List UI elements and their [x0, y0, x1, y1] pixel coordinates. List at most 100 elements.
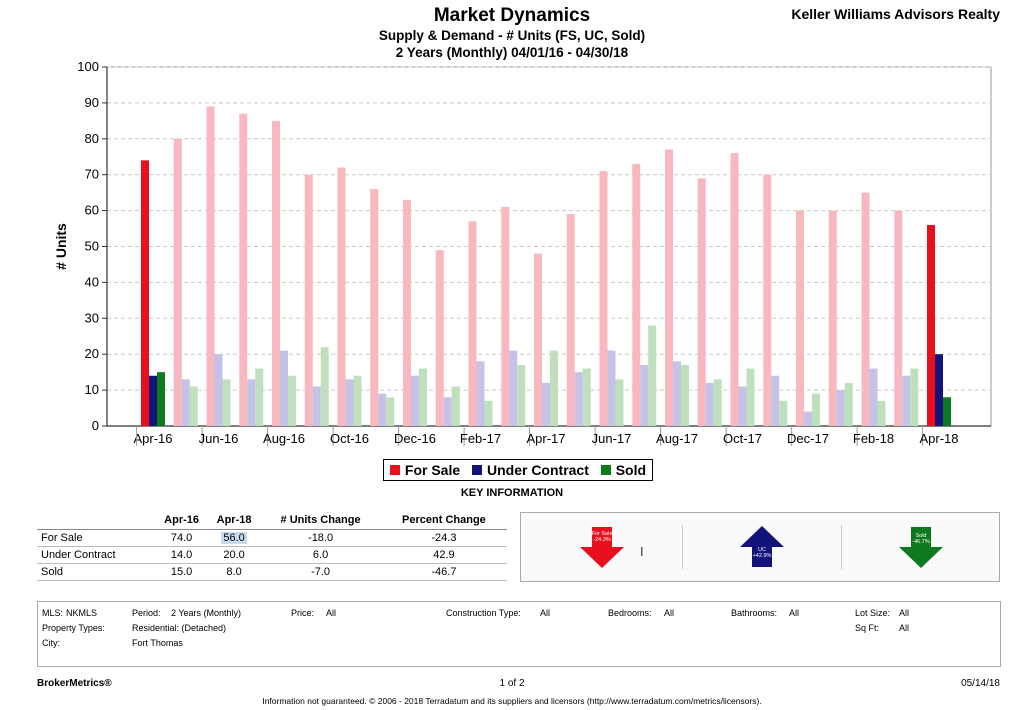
bar-for-sale: [206, 106, 215, 427]
filter-bathrooms-value: All: [789, 608, 800, 618]
filter-sqft-label: Sq Ft:: [855, 623, 880, 633]
filter-bedrooms-label: Bedrooms:: [608, 608, 652, 618]
y-tick-label: 20: [85, 346, 99, 361]
x-tick-label: Feb-17: [460, 431, 501, 446]
bar-for-sale: [468, 221, 477, 426]
filter-mls-label: MLS:: [42, 608, 64, 618]
table-row: For Sale 74.0 56.0 -18.0 -24.3: [37, 529, 507, 547]
bar-sold: [877, 400, 886, 426]
row-label: For Sale: [37, 529, 156, 547]
table-row: Sold 15.0 8.0 -7.0 -46.7: [37, 563, 507, 581]
arrow-cell-under-contract: UC +42.9%: [682, 525, 841, 569]
row-percent-change: -24.3: [380, 529, 507, 547]
y-tick-label: 0: [92, 418, 99, 433]
row-units-change: -18.0: [260, 529, 381, 547]
filter-proptype-label: Property Types:: [42, 623, 105, 633]
bar-sold: [484, 400, 493, 426]
arrow-uc-shape: [740, 526, 784, 567]
bar-for-sale: [566, 214, 575, 426]
bar-under-contract: [804, 411, 812, 426]
bar-under-contract: [771, 375, 780, 426]
bar-for-sale: [403, 199, 411, 426]
bar-for-sale: [272, 120, 280, 426]
bar-sold: [681, 364, 689, 426]
row-label: Sold: [37, 563, 156, 581]
arrow-uc-name: UC: [758, 547, 766, 553]
bar-sold: [222, 379, 231, 426]
down-arrow-icon: [580, 527, 624, 568]
bar-under-contract: [542, 382, 550, 426]
arrow-for-sale-label: For Sale -24.3%: [587, 531, 617, 543]
filter-sqft-value: All: [899, 623, 910, 633]
bar-for-sale: [796, 210, 804, 426]
arrow-for-sale-name: For Sale: [591, 531, 613, 537]
filter-period-value: 2 Years (Monthly): [171, 608, 242, 618]
y-tick-label: 50: [85, 239, 99, 254]
x-tick-label: Aug-17: [656, 431, 698, 446]
bar-sold: [550, 350, 558, 426]
chart-subtitle: Supply & Demand - # Units (FS, UC, Sold): [378, 28, 646, 43]
filter-mls-value: NKMLS: [66, 608, 98, 618]
bar-for-sale: [501, 207, 510, 426]
key-table-header-percent-change: Percent Change: [380, 512, 507, 530]
bar-sold: [320, 347, 329, 426]
legend-label-for-sale: For Sale: [404, 462, 461, 478]
filter-period-label: Period:: [132, 608, 161, 618]
filter-lotsize-label: Lot Size:: [855, 608, 891, 618]
row-start-value: 74.0: [155, 529, 208, 547]
bar-sold: [255, 368, 264, 426]
chart-title: Market Dynamics: [433, 5, 591, 26]
arrow-sold-name: Sold: [915, 533, 927, 539]
bar-for-sale: [370, 189, 379, 426]
legend-label-under-contract: Under Contract: [486, 462, 589, 478]
row-units-change: 6.0: [260, 546, 381, 564]
bar-for-sale: [828, 210, 837, 426]
bar-under-contract: [574, 372, 583, 426]
bar-for-sale: [927, 224, 935, 426]
bar-sold: [582, 368, 591, 426]
bar-sold: [615, 379, 624, 426]
key-information-caption: KEY INFORMATION: [460, 487, 564, 499]
bar-under-contract: [181, 379, 190, 426]
footer-date: 05/14/18: [961, 678, 1000, 689]
bar-sold: [648, 325, 657, 426]
bar-under-contract: [247, 379, 256, 426]
key-information-table: Apr-16 Apr-18 # Units Change Percent Cha…: [37, 512, 507, 581]
filter-lotsize-value: All: [899, 608, 910, 618]
bar-sold: [844, 382, 853, 426]
filter-city-value: Fort Thomas: [132, 638, 183, 648]
legend-item-sold: Sold: [600, 462, 646, 478]
filter-construction-label: Construction Type:: [446, 608, 521, 618]
filter-bathrooms-label: Bathrooms:: [731, 608, 778, 618]
y-tick-label: 10: [85, 382, 99, 397]
bar-under-contract: [149, 375, 157, 426]
legend-item-for-sale: For Sale: [389, 462, 461, 478]
row-start-value: 15.0: [155, 563, 208, 581]
arrow-cell-for-sale: For Sale -24.3%: [523, 525, 681, 569]
bar-for-sale: [173, 138, 182, 427]
bar-under-contract: [476, 361, 485, 426]
bar-under-contract: [509, 350, 518, 426]
bar-under-contract: [607, 350, 616, 426]
bar-under-contract: [345, 379, 354, 426]
bar-for-sale: [697, 178, 706, 426]
bar-sold: [910, 368, 919, 426]
row-units-change: -7.0: [260, 563, 381, 581]
bar-sold: [419, 368, 427, 426]
y-tick-label: 30: [85, 310, 99, 325]
footer-disclaimer: Information not guaranteed. © 2006 - 201…: [262, 696, 762, 706]
bar-sold: [779, 400, 788, 426]
bar-for-sale: [861, 192, 870, 426]
arrow-sold-value: -46.7%: [912, 539, 930, 545]
bar-for-sale: [894, 210, 903, 426]
x-tick-label: Oct-16: [330, 431, 369, 446]
bar-under-contract: [935, 354, 943, 426]
filter-price-label: Price:: [291, 608, 315, 618]
bar-sold: [386, 397, 395, 426]
bar-under-contract: [312, 386, 321, 426]
bar-for-sale: [730, 153, 739, 426]
arrow-cell-sold: Sold -46.7%: [841, 525, 1000, 569]
up-arrow-icon: [740, 526, 784, 567]
y-tick-label: 80: [85, 131, 99, 146]
bar-for-sale: [435, 250, 444, 426]
